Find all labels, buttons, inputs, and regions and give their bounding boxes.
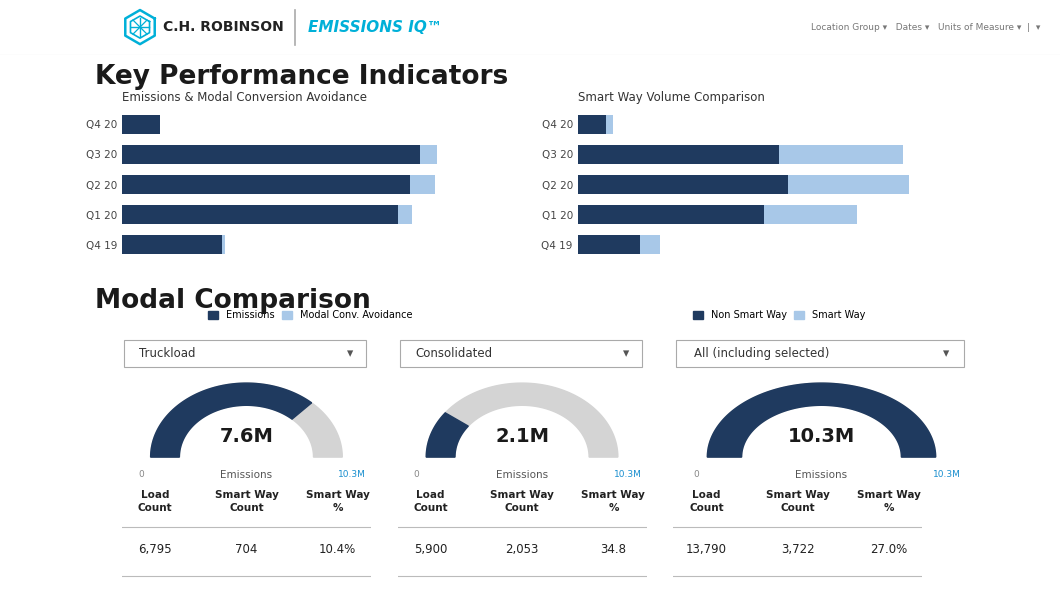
Text: EMISSIONS IQ™: EMISSIONS IQ™ [308, 20, 442, 35]
Bar [122, 145, 420, 164]
Text: 3,722: 3,722 [781, 544, 814, 556]
Text: 10.3M: 10.3M [788, 427, 855, 446]
Bar [223, 235, 225, 254]
Text: Emissions: Emissions [496, 470, 548, 481]
Bar [789, 175, 909, 194]
Text: Smart Way
Count: Smart Way Count [214, 490, 279, 513]
FancyBboxPatch shape [676, 340, 964, 367]
Text: 7.6M: 7.6M [219, 427, 273, 446]
Text: 5,900: 5,900 [414, 544, 447, 556]
Text: Load
Count: Load Count [413, 490, 448, 513]
Text: Smart Way
Count: Smart Way Count [765, 490, 830, 513]
Bar [578, 145, 779, 164]
Polygon shape [151, 383, 312, 457]
Bar [578, 115, 605, 134]
Bar [398, 205, 412, 224]
Bar [122, 175, 410, 194]
Text: Truckload: Truckload [139, 347, 196, 360]
Text: Consolidated: Consolidated [414, 347, 492, 360]
Text: Emissions & Modal Conversion Avoidance: Emissions & Modal Conversion Avoidance [122, 91, 367, 104]
Bar [410, 175, 436, 194]
Bar [578, 175, 789, 194]
Text: ▾: ▾ [943, 347, 949, 360]
Text: Key Performance Indicators: Key Performance Indicators [95, 64, 509, 91]
Text: 10.3M: 10.3M [338, 470, 366, 479]
Text: 10.3M: 10.3M [614, 470, 641, 479]
FancyBboxPatch shape [124, 340, 366, 367]
Text: Load
Count: Load Count [138, 490, 173, 513]
Text: 0: 0 [693, 470, 699, 479]
Text: Location Group ▾   Dates ▾   Units of Measure ▾  |  ▾: Location Group ▾ Dates ▾ Units of Measur… [811, 23, 1040, 32]
Bar [122, 235, 223, 254]
Text: 13,790: 13,790 [686, 544, 727, 556]
Text: Smart Way Volume Comparison: Smart Way Volume Comparison [578, 91, 764, 104]
Bar [578, 205, 763, 224]
Bar [639, 235, 659, 254]
Bar [605, 115, 614, 134]
Text: Smart Way
%: Smart Way % [582, 490, 646, 513]
Text: Load
Count: Load Count [689, 490, 724, 513]
Bar [122, 115, 159, 134]
Text: ▾: ▾ [348, 347, 354, 360]
FancyBboxPatch shape [400, 340, 641, 367]
Polygon shape [707, 383, 936, 457]
Text: 6,795: 6,795 [138, 544, 172, 556]
Legend: Emissions, Modal Conv. Avoidance: Emissions, Modal Conv. Avoidance [208, 310, 412, 320]
Text: 34.8: 34.8 [600, 544, 626, 556]
Text: 0: 0 [413, 470, 420, 479]
Polygon shape [707, 383, 936, 457]
Text: 2.1M: 2.1M [495, 427, 549, 446]
Text: Emissions: Emissions [795, 470, 848, 481]
Bar [779, 145, 903, 164]
Text: 0: 0 [138, 470, 144, 479]
Bar [578, 235, 639, 254]
Bar [763, 205, 856, 224]
Text: ▾: ▾ [623, 347, 630, 360]
Text: 704: 704 [235, 544, 258, 556]
Text: 2,053: 2,053 [506, 544, 538, 556]
Text: 27.0%: 27.0% [870, 544, 907, 556]
Polygon shape [426, 383, 618, 457]
Text: Smart Way
%: Smart Way % [306, 490, 370, 513]
Bar [122, 205, 398, 224]
Text: 10.4%: 10.4% [319, 544, 356, 556]
Text: 10.3M: 10.3M [933, 470, 961, 479]
Text: Smart Way
Count: Smart Way Count [490, 490, 554, 513]
Bar [420, 145, 437, 164]
Polygon shape [151, 383, 342, 457]
Text: All (including selected): All (including selected) [694, 347, 829, 360]
Text: Smart Way
%: Smart Way % [858, 490, 921, 513]
Polygon shape [426, 413, 469, 457]
Text: Emissions: Emissions [220, 470, 272, 481]
Text: C.H. ROBINSON: C.H. ROBINSON [163, 20, 284, 34]
Text: Modal Comparison: Modal Comparison [95, 289, 371, 314]
Legend: Non Smart Way, Smart Way: Non Smart Way, Smart Way [693, 310, 865, 320]
